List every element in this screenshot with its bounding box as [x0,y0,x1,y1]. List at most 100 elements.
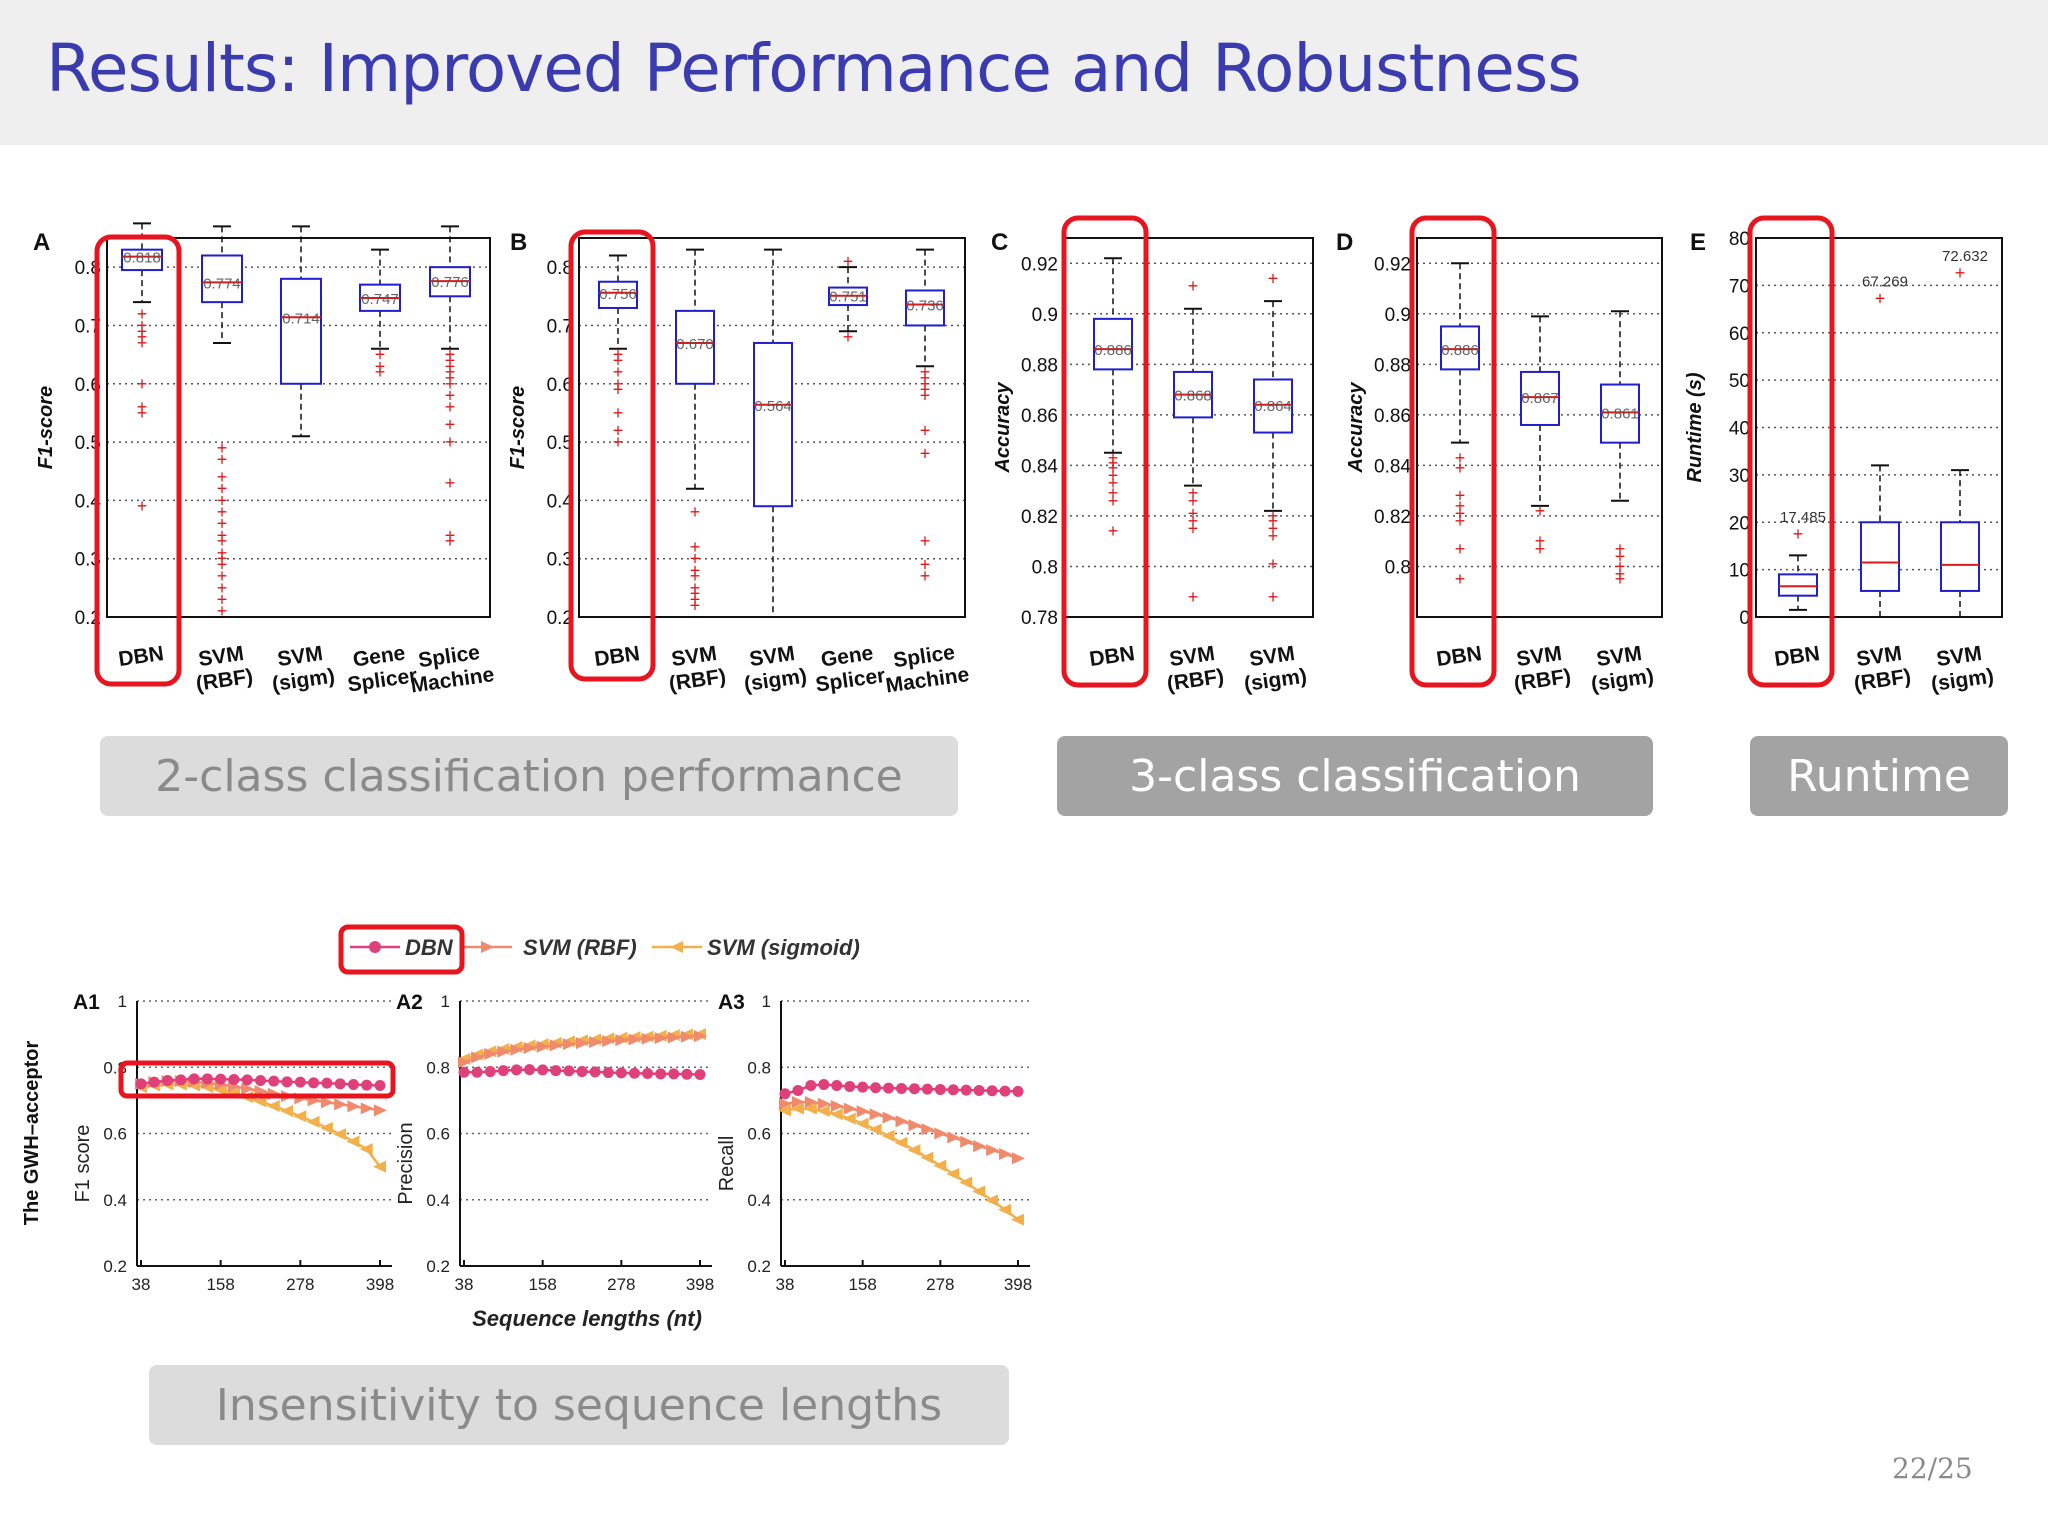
y-tick-label: 10 [1729,561,1750,582]
data-point [908,1119,922,1132]
data-label: 0.886 [1094,342,1132,359]
data-point [960,1084,972,1096]
series-svm-rbf- [779,1096,1025,1165]
outlier-mark: + [1615,564,1626,584]
data-point [602,1067,614,1079]
y-tick-label: 0.4 [103,1191,127,1210]
series-dbn [458,1064,706,1081]
outlier-mark: + [1455,458,1466,478]
data-point [628,1033,642,1046]
data-point [319,1121,333,1134]
data-point [293,1110,307,1123]
lineplot-panel-a3: 0.2 0.4 0.6 0.8 1 38 158 278 398 A3 Recall [716,991,1032,1294]
category-label-line: DBN [593,642,641,671]
outlier-mark: + [690,502,701,522]
legend-marker [369,941,381,953]
box-body [675,309,715,385]
y-tick-label: 0.8 [426,1058,450,1077]
data-point [870,1082,882,1094]
data-point [830,1100,844,1113]
y-axis-label: Recall [716,1136,738,1192]
lineplot-panel-a2: 0.2 0.4 0.6 0.8 1 38 158 278 398 A2 Precision [395,991,714,1294]
data-point [694,1030,707,1043]
data-point [946,1167,960,1180]
data-point [999,1085,1011,1097]
data-point [960,1135,974,1148]
box-body [1093,317,1133,371]
outlier-mark: + [217,531,228,551]
outlier-mark: + [1455,511,1466,531]
box-3: + +0.751 [828,251,868,347]
data-point [642,1068,654,1080]
data-point [321,1077,333,1089]
outlier-mark: + [613,350,624,370]
category-label: SVM(RBF) [1853,642,1913,696]
box-2: +++++0.861 [1600,310,1640,589]
outlier-mark: + [1535,501,1546,521]
outlier-mark: + [1108,483,1119,503]
outlier-mark: + [1455,496,1466,516]
data-point [615,1067,627,1079]
outlier-mark: + [843,251,854,271]
outlier-mark: + [137,496,148,516]
data-point [333,1128,347,1141]
box-2: +72.632 [1940,248,1988,618]
outlier-mark: + [613,362,624,382]
data-point [973,1084,985,1096]
data-point [883,1082,895,1094]
data-point [471,1051,485,1064]
outlier-mark: + [137,374,148,394]
y-axis-label: Accuracy [1345,382,1367,474]
data-point [973,1140,987,1153]
y-tick-label: 0.6 [547,375,573,396]
data-point [792,1084,804,1096]
y-tick-label: 0 [1739,608,1750,629]
data-point [294,1076,306,1088]
outlier-mark: + [843,327,854,347]
category-label: DBN [117,642,165,671]
y-tick-label: 0.3 [75,550,101,571]
y-tick-label: 70 [1729,276,1750,297]
data-point [855,1117,869,1130]
data-point [549,1039,563,1052]
data-point [458,1056,471,1069]
x-tick-label: 38 [455,1275,474,1294]
box-2: 0.564 [753,248,793,618]
outlier-mark: + [217,450,228,470]
data-point [896,1082,907,1094]
outlier-mark: + [1268,506,1279,526]
y-tick-label: 1 [441,992,450,1011]
box-0: +17.485 [1778,509,1826,611]
data-point [921,1083,933,1095]
y-tick-label: 0.2 [103,1257,127,1276]
outlier-mark: + [1455,448,1466,468]
data-point [334,1078,346,1090]
outlier-mark: + [217,479,228,499]
legend-label: SVM (sigmoid) [707,935,860,960]
data-point [681,1068,693,1080]
data-point [615,1034,629,1047]
data-point [374,1104,387,1117]
data-label: 0.861 [1601,405,1639,422]
box-4: +++++++++++++0.776 [429,225,471,551]
data-point [576,1066,588,1078]
data-point [175,1074,187,1086]
x-tick-label: 398 [366,1275,394,1294]
data-point [215,1073,227,1085]
box-body [1940,521,1980,592]
outlier-mark: + [217,601,228,621]
outlier-mark: + [375,362,386,382]
outlier-mark: + [1268,519,1279,539]
data-point [1011,1213,1024,1226]
y-tick-label: 0.86 [1021,406,1058,427]
data-point [361,1079,373,1091]
series-dbn [135,1073,386,1091]
y-axis-label: F1 score [72,1125,94,1203]
outlier-mark: + [445,473,456,493]
data-point [844,1080,856,1092]
data-point [255,1075,266,1086]
data-point [241,1074,253,1086]
box-1: +++++++0.868 [1173,276,1213,607]
y-tick-label: 0.8 [1385,557,1411,578]
outlier-mark: + [920,420,931,440]
